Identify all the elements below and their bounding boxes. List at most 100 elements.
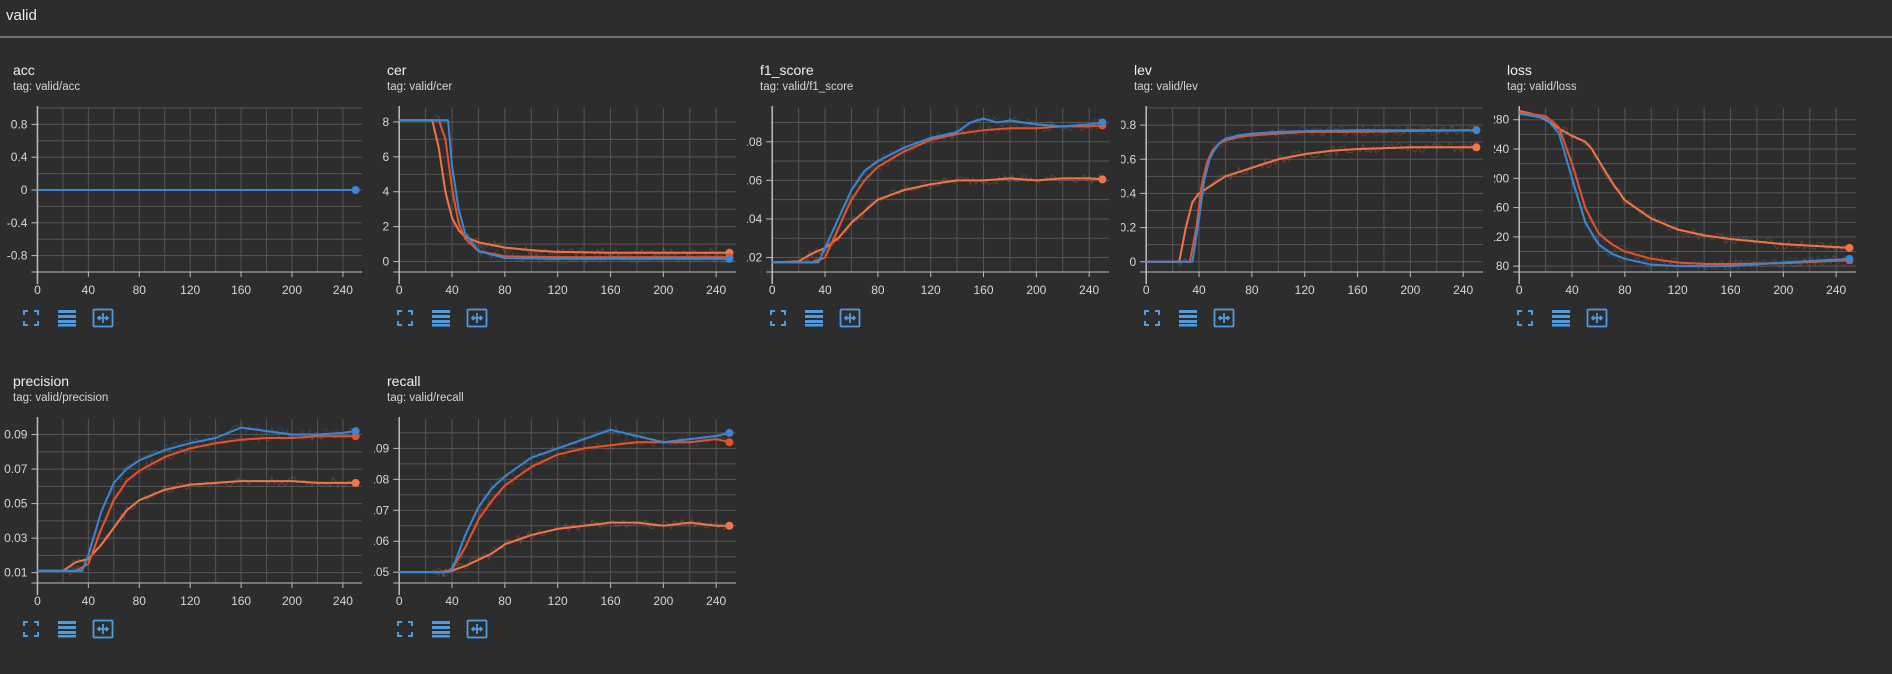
x-tick-label: 200 [282,594,302,608]
toggle-data-table-button[interactable] [430,618,452,640]
x-tick-label: 200 [1026,283,1046,297]
toggle-fullscreen-button[interactable] [767,307,789,329]
x-tick-label: 40 [1192,283,1206,297]
x-tick-label: 120 [548,594,568,608]
y-tick-label: 0.06 [747,173,763,187]
fit-domain-button[interactable] [92,618,114,640]
series-line-run-blue [772,117,1103,264]
chart-tag: tag: valid/cer [387,81,453,93]
fit-domain-button[interactable] [92,307,114,329]
chart-title: acc [13,62,35,78]
x-tick-label: 200 [1773,283,1793,297]
chart-title: lev [1134,62,1152,78]
chart-toolbar [767,307,861,329]
fit-domain-icon [466,308,488,328]
toggle-data-table-button[interactable] [803,307,825,329]
data-table-icon [431,309,451,327]
y-tick-label: 280 [1494,113,1510,127]
chart-toolbar [394,618,488,640]
toggle-data-table-button[interactable] [1550,307,1572,329]
series-line-run-orange [772,177,1103,264]
chart-plot-acc[interactable]: 0 40 80 120 160 200 240 -0.8 -0.4 0 0.4 0.8 [0,100,372,300]
toggle-fullscreen-button[interactable] [394,307,416,329]
series-end-point [351,186,360,194]
chart-tag: tag: valid/precision [13,392,109,404]
chart-plot-precision[interactable]: 0 40 80 120 160 200 240 0.01 0.03 0.05 0.07 0.09 [0,411,372,611]
y-tick-label: 0.05 [4,497,28,511]
gridlines [1518,108,1856,272]
fullscreen-icon [22,309,40,327]
y-tick-label: 0.07 [374,503,390,517]
y-tick-label: 0.02 [747,251,763,265]
chart-plot-f1_score[interactable]: 0 40 80 120 160 200 240 0.02 0.04 0.06 0.08 [747,100,1119,300]
fullscreen-icon [769,309,787,327]
chart-title: recall [387,373,421,389]
y-tick-label: 8 [383,115,390,129]
x-tick-label: 160 [1348,283,1368,297]
fit-domain-icon [466,619,488,639]
y-tick-label: 4 [383,185,390,199]
toggle-fullscreen-button[interactable] [20,307,42,329]
fit-domain-button[interactable] [466,307,488,329]
x-tick-label: 80 [1245,283,1259,297]
fullscreen-icon [22,620,40,638]
gridlines [398,419,736,583]
fit-domain-icon [1213,308,1235,328]
toggle-fullscreen-button[interactable] [1141,307,1163,329]
x-tick-label: 240 [333,283,353,297]
data-table-icon [57,309,77,327]
x-tick-label: 200 [1400,283,1420,297]
chart-plot-loss[interactable]: 0 40 80 120 160 200 240 80 120 160 200 240 280 [1494,100,1866,300]
fit-domain-button[interactable] [1586,307,1608,329]
toggle-fullscreen-button[interactable] [20,618,42,640]
chart-title: cer [387,62,407,78]
fit-domain-button[interactable] [1213,307,1235,329]
y-tick-label: 0.08 [747,135,763,149]
series-raw-line [772,173,1103,263]
series-line-run-red [399,119,730,259]
x-tick-label: 40 [1565,283,1579,297]
fit-domain-button[interactable] [466,618,488,640]
x-tick-label: 160 [231,283,251,297]
data-table-icon [804,309,824,327]
fullscreen-icon [1516,309,1534,327]
toggle-data-table-button[interactable] [56,307,78,329]
x-tick-label: 240 [1453,283,1473,297]
chart-toolbar [1514,307,1608,329]
toggle-data-table-button[interactable] [430,307,452,329]
toggle-data-table-button[interactable] [56,618,78,640]
x-tick-label: 200 [282,283,302,297]
toggle-fullscreen-button[interactable] [1514,307,1536,329]
series-end-point [1845,243,1854,252]
series-line-run-red [1146,129,1477,263]
gridlines [771,108,1109,272]
y-tick-label: 0.2 [1121,221,1137,235]
fullscreen-icon [1143,309,1161,327]
series-line-run-blue [37,426,356,572]
y-tick-label: 0 [1130,255,1137,269]
toggle-fullscreen-button[interactable] [394,618,416,640]
y-tick-label: 0.8 [1121,118,1137,132]
chart-plot-cer[interactable]: 0 40 80 120 160 200 240 0 2 4 6 8 [374,100,746,300]
y-tick-label: 0.05 [374,565,390,579]
series-end-point [1472,143,1481,152]
y-tick-label: 0.08 [374,472,390,486]
y-tick-label: 0.8 [11,117,28,131]
series-end-point [351,478,360,487]
chart-title: loss [1507,62,1532,78]
y-tick-label: 0.09 [4,428,28,442]
section-title: valid [6,7,37,24]
fit-domain-icon [1586,308,1608,328]
chart-tag: tag: valid/acc [13,81,81,93]
chart-plot-lev[interactable]: 0 40 80 120 160 200 240 0 0.2 0.4 0.6 0.8 [1121,100,1493,300]
x-tick-label: 80 [133,594,147,608]
x-tick-label: 80 [498,594,512,608]
x-tick-label: 160 [601,594,621,608]
fit-domain-button[interactable] [839,307,861,329]
chart-plot-recall[interactable]: 0 40 80 120 160 200 240 0.05 0.06 0.07 0.08 0.09 [374,411,746,611]
x-tick-label: 80 [133,283,147,297]
y-tick-label: 120 [1494,230,1510,244]
fit-domain-icon [839,308,861,328]
toggle-data-table-button[interactable] [1177,307,1199,329]
y-tick-label: 2 [383,220,390,234]
